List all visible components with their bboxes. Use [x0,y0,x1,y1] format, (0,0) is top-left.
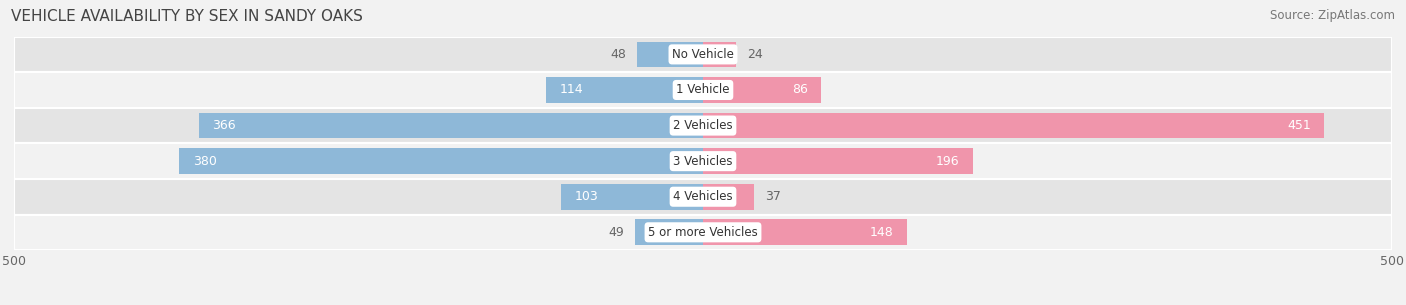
Text: 24: 24 [747,48,763,61]
Text: 49: 49 [609,226,624,239]
Text: VEHICLE AVAILABILITY BY SEX IN SANDY OAKS: VEHICLE AVAILABILITY BY SEX IN SANDY OAK… [11,9,363,24]
Text: 103: 103 [575,190,599,203]
Bar [703,148,973,174]
Bar [14,143,1392,179]
Bar [703,113,1324,138]
Bar [561,184,703,210]
Bar [14,179,1392,214]
Text: 37: 37 [765,190,780,203]
Bar [14,108,1392,143]
Text: 196: 196 [935,155,959,168]
Text: 1 Vehicle: 1 Vehicle [676,84,730,96]
Text: No Vehicle: No Vehicle [672,48,734,61]
Text: 4 Vehicles: 4 Vehicles [673,190,733,203]
Bar [636,220,703,245]
Text: 2 Vehicles: 2 Vehicles [673,119,733,132]
Text: Source: ZipAtlas.com: Source: ZipAtlas.com [1270,9,1395,22]
Bar [703,77,821,103]
Bar [546,77,703,103]
Bar [14,214,1392,250]
Text: 48: 48 [610,48,626,61]
Bar [198,113,703,138]
Text: 114: 114 [560,84,583,96]
Bar [703,41,737,67]
Bar [703,220,907,245]
Bar [14,37,1392,72]
Bar [180,148,703,174]
Text: 148: 148 [869,226,893,239]
Text: 5 or more Vehicles: 5 or more Vehicles [648,226,758,239]
Bar [637,41,703,67]
Text: 380: 380 [193,155,217,168]
Text: 451: 451 [1286,119,1310,132]
Bar [14,72,1392,108]
Text: 366: 366 [212,119,236,132]
Text: 3 Vehicles: 3 Vehicles [673,155,733,168]
Bar [703,184,754,210]
Text: 86: 86 [792,84,807,96]
